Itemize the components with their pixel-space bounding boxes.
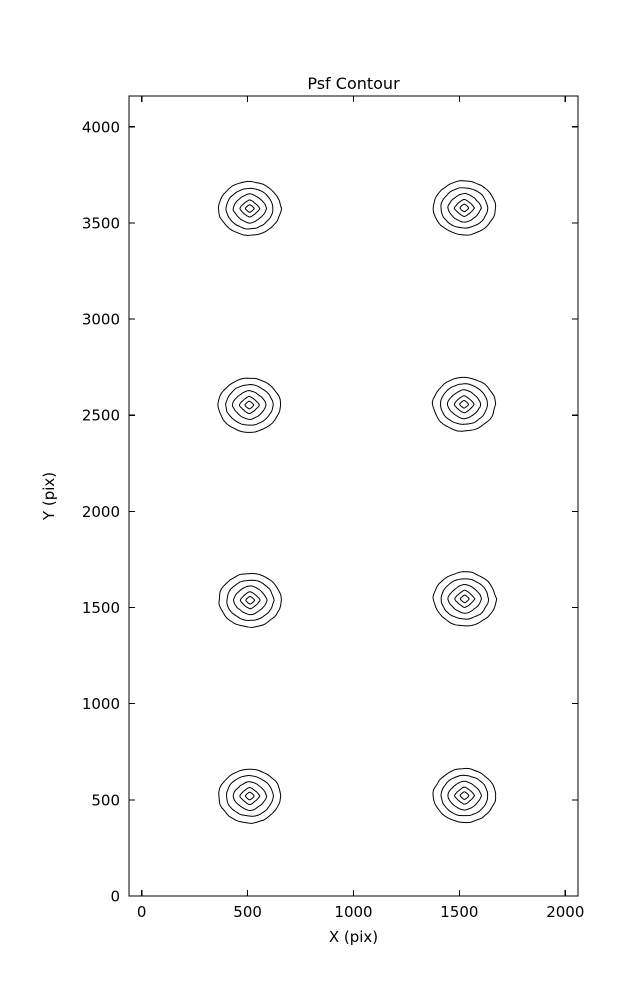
contour-level-1 bbox=[459, 594, 470, 604]
contour-level-5 bbox=[218, 573, 282, 628]
contour-level-3 bbox=[232, 193, 268, 224]
contour-level-1 bbox=[244, 791, 255, 801]
y-tick-label: 3000 bbox=[82, 311, 120, 329]
contour-level-4 bbox=[225, 187, 274, 230]
contour-level-5 bbox=[218, 768, 282, 824]
y-tick-label: 2000 bbox=[82, 503, 120, 521]
contour-level-5 bbox=[432, 571, 498, 627]
contour-level-2 bbox=[239, 787, 261, 806]
psf-contour-blob bbox=[432, 180, 497, 236]
contour-level-2 bbox=[454, 589, 476, 608]
y-tick-label: 3500 bbox=[82, 214, 120, 232]
contour-level-5 bbox=[432, 180, 497, 236]
x-tick-label: 1500 bbox=[440, 903, 478, 921]
contour-level-3 bbox=[447, 780, 483, 811]
contour-level-3 bbox=[447, 192, 482, 223]
contour-level-1 bbox=[244, 204, 255, 213]
contour-level-5 bbox=[431, 376, 497, 432]
y-tick-label: 1000 bbox=[82, 695, 120, 713]
psf-contour-blob bbox=[218, 573, 282, 628]
contour-level-4 bbox=[440, 578, 490, 620]
psf-contour-blob bbox=[217, 180, 283, 236]
contour-level-4 bbox=[226, 579, 275, 621]
contour-level-2 bbox=[239, 591, 261, 610]
contour-level-2 bbox=[453, 395, 475, 414]
y-axis-label: Y (pix) bbox=[40, 472, 58, 521]
x-axis-ticks: 0 500 1000 1500 2000 bbox=[137, 96, 584, 921]
contour-level-2 bbox=[453, 198, 475, 217]
psf-contour-blob bbox=[431, 376, 497, 432]
y-tick-label: 0 bbox=[110, 888, 120, 906]
x-tick-label: 0 bbox=[137, 903, 147, 921]
psf-contour-blob bbox=[218, 768, 282, 824]
x-tick-label: 1000 bbox=[334, 903, 372, 921]
psf-contour-blob bbox=[432, 767, 497, 824]
contour-level-1 bbox=[459, 203, 470, 213]
contour-level-3 bbox=[233, 585, 268, 616]
page-title: Psf Contour bbox=[307, 74, 400, 93]
contour-level-3 bbox=[447, 583, 482, 614]
psf-contour-blob bbox=[217, 377, 282, 433]
contour-level-3 bbox=[446, 389, 482, 420]
x-axis-label: X (pix) bbox=[329, 928, 378, 946]
contour-level-5 bbox=[217, 180, 283, 236]
contour-level-1 bbox=[459, 400, 470, 409]
x-tick-label: 500 bbox=[233, 903, 262, 921]
contour-group bbox=[217, 180, 498, 824]
contour-level-1 bbox=[245, 595, 256, 605]
psf-contour-blob bbox=[432, 571, 498, 627]
y-tick-label: 500 bbox=[91, 791, 120, 809]
contour-level-1 bbox=[459, 791, 470, 800]
contour-level-2 bbox=[238, 395, 260, 415]
contour-level-3 bbox=[232, 781, 268, 811]
y-tick-label: 1500 bbox=[82, 599, 120, 617]
y-tick-label: 2500 bbox=[82, 407, 120, 425]
contour-level-1 bbox=[244, 400, 255, 410]
contour-level-4 bbox=[225, 384, 274, 426]
contour-level-5 bbox=[217, 377, 282, 433]
contour-level-2 bbox=[454, 786, 476, 805]
contour-level-4 bbox=[440, 187, 489, 229]
y-tick-label: 4000 bbox=[82, 118, 120, 136]
contour-level-4 bbox=[226, 774, 274, 817]
contour-level-4 bbox=[440, 774, 489, 817]
contour-level-2 bbox=[239, 199, 261, 218]
contour-level-3 bbox=[231, 390, 267, 420]
contour-level-5 bbox=[432, 767, 497, 824]
y-axis-ticks: 0 500 1000 1500 2000 2500 3000 3500 4000 bbox=[82, 118, 578, 906]
contour-level-4 bbox=[440, 383, 488, 425]
x-tick-label: 2000 bbox=[546, 903, 584, 921]
